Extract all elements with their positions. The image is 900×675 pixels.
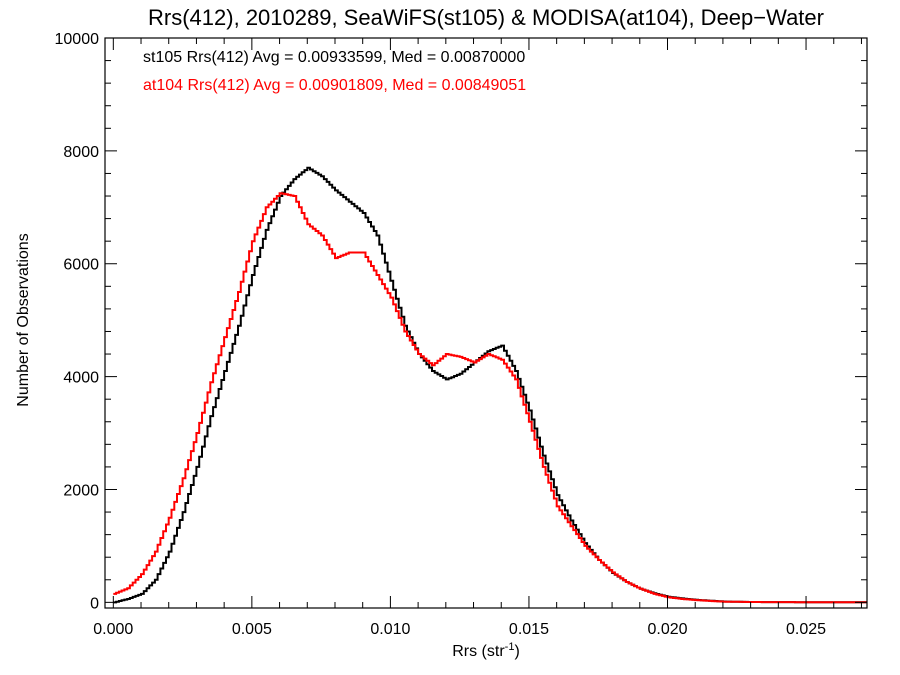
y-tick-label: 2000 (63, 482, 99, 499)
x-axis-label: Rrs (str-1) (452, 641, 520, 660)
series-layer (113, 166, 867, 604)
y-tick-label: 4000 (63, 370, 99, 387)
plot-frame (104, 37, 868, 609)
x-tick-label: 0.010 (370, 621, 410, 638)
x-axis-label-main: Rrs (str (452, 643, 505, 660)
legend-entry-st105: st105 Rrs(412) Avg = 0.00933599, Med = 0… (143, 49, 525, 66)
series-st105-line (113, 166, 867, 604)
x-tick-label: 0.020 (647, 621, 687, 638)
y-axis-label: Number of Observations (15, 233, 32, 406)
y-tick-label: 6000 (63, 257, 99, 274)
x-tick-label: 0.000 (93, 621, 133, 638)
x-axis-label-close: ) (514, 643, 519, 660)
series-at104-line (113, 192, 867, 604)
chart-title: Rrs(412), 2010289, SeaWiFS(st105) & MODI… (148, 5, 824, 30)
x-tick-label: 0.005 (232, 621, 272, 638)
x-axis-label-sup: -1 (505, 641, 515, 653)
x-tick-label: 0.015 (509, 621, 549, 638)
ticks-layer: 0.000 0.005 0.010 0.015 0.020 0.025 0 2000 4000 6… (55, 31, 867, 638)
legend-entry-at104: at104 Rrs(412) Avg = 0.00901809, Med = 0… (143, 77, 526, 94)
y-tick-label: 10000 (55, 31, 100, 48)
y-tick-label: 0 (90, 595, 99, 612)
y-tick-label: 8000 (63, 144, 99, 161)
x-tick-label: 0.025 (786, 621, 826, 638)
